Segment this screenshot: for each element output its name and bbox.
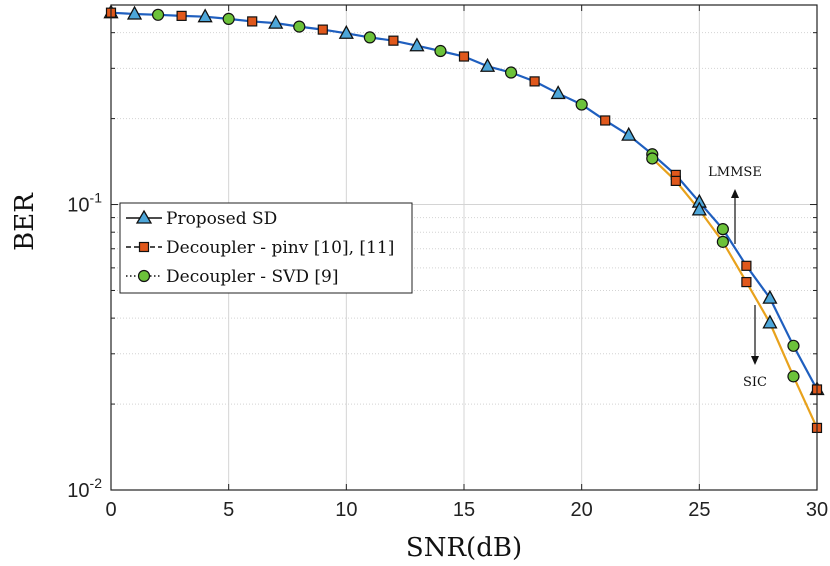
annotation-lmmse-arrowhead (731, 189, 739, 198)
legend-entry-proposed-sd: Proposed SD (126, 209, 277, 229)
marker-triangle (338, 24, 354, 39)
marker-square (741, 276, 752, 288)
marker-circle (716, 235, 729, 248)
x-tick-label: 25 (688, 499, 710, 521)
marker-circle (646, 152, 659, 165)
marker-square (247, 16, 258, 27)
x-tick-label: 20 (571, 499, 593, 521)
annotation-lmmse: LMMSE (708, 165, 762, 244)
marker-triangle (691, 201, 707, 216)
axis-ticks: 0 5 10 15 20 25 30 10-2 10-1 (67, 4, 828, 521)
annotation-sic: SIC (743, 305, 767, 390)
marker-square (741, 260, 752, 271)
marker-square (176, 10, 187, 21)
legend-box (119, 202, 413, 294)
marker-square (458, 51, 470, 62)
marker-triangle (409, 37, 425, 52)
legend-entry-decoupler-pinv: Decoupler - pinv [10], [11] (126, 238, 394, 258)
y-tick-label: 10-1 (67, 190, 102, 217)
marker-circle (151, 8, 165, 21)
marker-square (529, 76, 540, 87)
annotation-sic-arrowhead (751, 356, 759, 365)
x-tick-label: 10 (335, 499, 357, 521)
marker-circle (363, 31, 376, 44)
legend-label-decoupler-svd: Decoupler - SVD [9] (166, 267, 339, 287)
y-tick-label: 10-2 (67, 475, 102, 502)
marker-circle (504, 66, 518, 79)
legend-square-marker (138, 241, 150, 253)
marker-square (600, 115, 611, 126)
x-tick-label: 15 (453, 499, 475, 521)
x-tick-label: 5 (223, 499, 234, 521)
marker-square (317, 24, 328, 35)
y-axis-title: BER (10, 192, 40, 251)
x-tick-label: 30 (806, 499, 828, 521)
marker-triangle (550, 85, 566, 100)
marker-triangle (197, 8, 213, 23)
marker-circle (787, 370, 800, 383)
marker-circle (293, 20, 306, 33)
marker-triangle (762, 314, 778, 329)
marker-triangle (621, 126, 637, 141)
marker-triangle (268, 14, 284, 29)
marker-circle (434, 44, 447, 58)
marker-circle (575, 98, 588, 111)
marker-square (388, 35, 399, 46)
marker-triangle (762, 289, 778, 304)
marker-triangle (126, 5, 143, 20)
marker-circle (222, 12, 235, 25)
legend-label-proposed-sd: Proposed SD (166, 209, 277, 229)
legend-label-decoupler-pinv: Decoupler - pinv [10], [11] (166, 238, 394, 258)
legend-entry-decoupler-svd: Decoupler - SVD [9] (126, 267, 339, 287)
marker-circle (787, 339, 800, 352)
marker-square (670, 175, 681, 187)
marker-triangle (479, 57, 496, 72)
marker-circle (716, 223, 729, 236)
x-tick-label: 0 (105, 499, 116, 521)
legend-triangle-marker (135, 209, 153, 224)
x-axis-title: SNR(dB) (406, 533, 522, 563)
annotation-sic-label: SIC (743, 375, 767, 390)
legend: Proposed SD Decoupler - pinv [10], [11] … (119, 202, 413, 294)
annotation-lmmse-label: LMMSE (708, 165, 762, 180)
legend-circle-marker (137, 269, 151, 283)
